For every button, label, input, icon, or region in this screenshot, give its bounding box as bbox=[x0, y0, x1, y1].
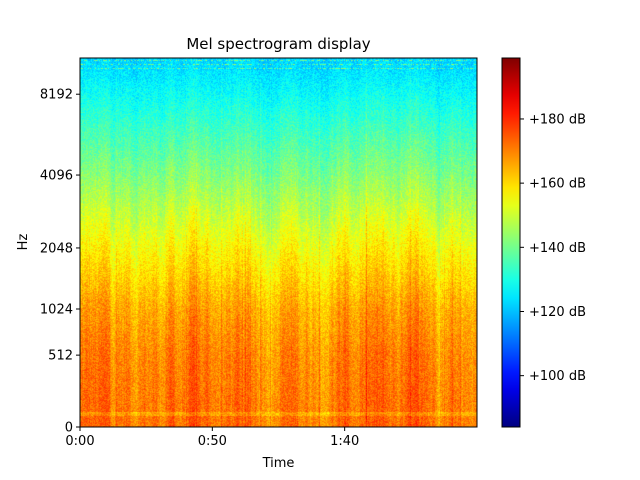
spectrogram-heatmap bbox=[80, 58, 477, 427]
x-tick-label: 0:00 bbox=[65, 434, 94, 449]
plot-frame bbox=[79, 57, 478, 428]
colorbar-tick-label: +160 dB bbox=[529, 177, 586, 192]
y-tick-label: 2048 bbox=[40, 241, 73, 256]
colorbar-tick-label: +120 dB bbox=[529, 305, 586, 320]
y-tick-label: 4096 bbox=[40, 169, 73, 184]
y-axis-label: Hz bbox=[16, 234, 31, 251]
colorbar-frame bbox=[501, 57, 521, 428]
y-tick-label: 8192 bbox=[40, 88, 73, 103]
colorbar-tick-label: +100 dB bbox=[529, 369, 586, 384]
x-axis-label: Time bbox=[262, 456, 295, 471]
y-tick-label: 0 bbox=[65, 421, 73, 436]
colorbar-tick-label: +180 dB bbox=[529, 112, 586, 127]
y-tick-label: 1024 bbox=[40, 302, 73, 317]
chart-title: Mel spectrogram display bbox=[186, 35, 370, 53]
colorbar-tick-label: +140 dB bbox=[529, 241, 586, 256]
x-tick-label: 0:50 bbox=[198, 434, 227, 449]
colorbar-gradient bbox=[502, 58, 520, 427]
x-tick-label: 1:40 bbox=[330, 434, 359, 449]
y-tick-label: 512 bbox=[48, 349, 73, 364]
